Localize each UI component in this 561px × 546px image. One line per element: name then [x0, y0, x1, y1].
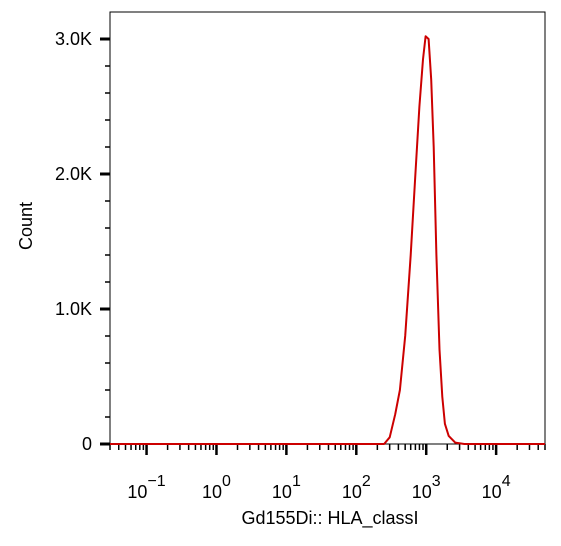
y-tick-label: 1.0K [55, 299, 92, 319]
x-tick-label: 101 [272, 473, 301, 502]
histogram-line [110, 35, 545, 445]
x-tick-label: 103 [412, 473, 441, 502]
series-layer [110, 35, 545, 445]
x-tick-label: 10−1 [127, 473, 165, 502]
y-tick-label: 0 [82, 434, 92, 454]
y-axis-title: Count [16, 202, 36, 250]
x-axis-title: Gd155Di:: HLA_classI [241, 508, 418, 529]
x-tick-label: 104 [482, 473, 511, 502]
plot-frame [109, 11, 546, 445]
x-tick-label: 102 [342, 473, 371, 502]
x-axis: 10−1 100 101 102 103 104 [109, 444, 546, 502]
y-tick-label: 3.0K [55, 29, 92, 49]
y-axis: 0 1.0K 2.0K 3.0K [55, 29, 110, 454]
x-tick-label: 100 [202, 473, 231, 502]
y-tick-label: 2.0K [55, 164, 92, 184]
